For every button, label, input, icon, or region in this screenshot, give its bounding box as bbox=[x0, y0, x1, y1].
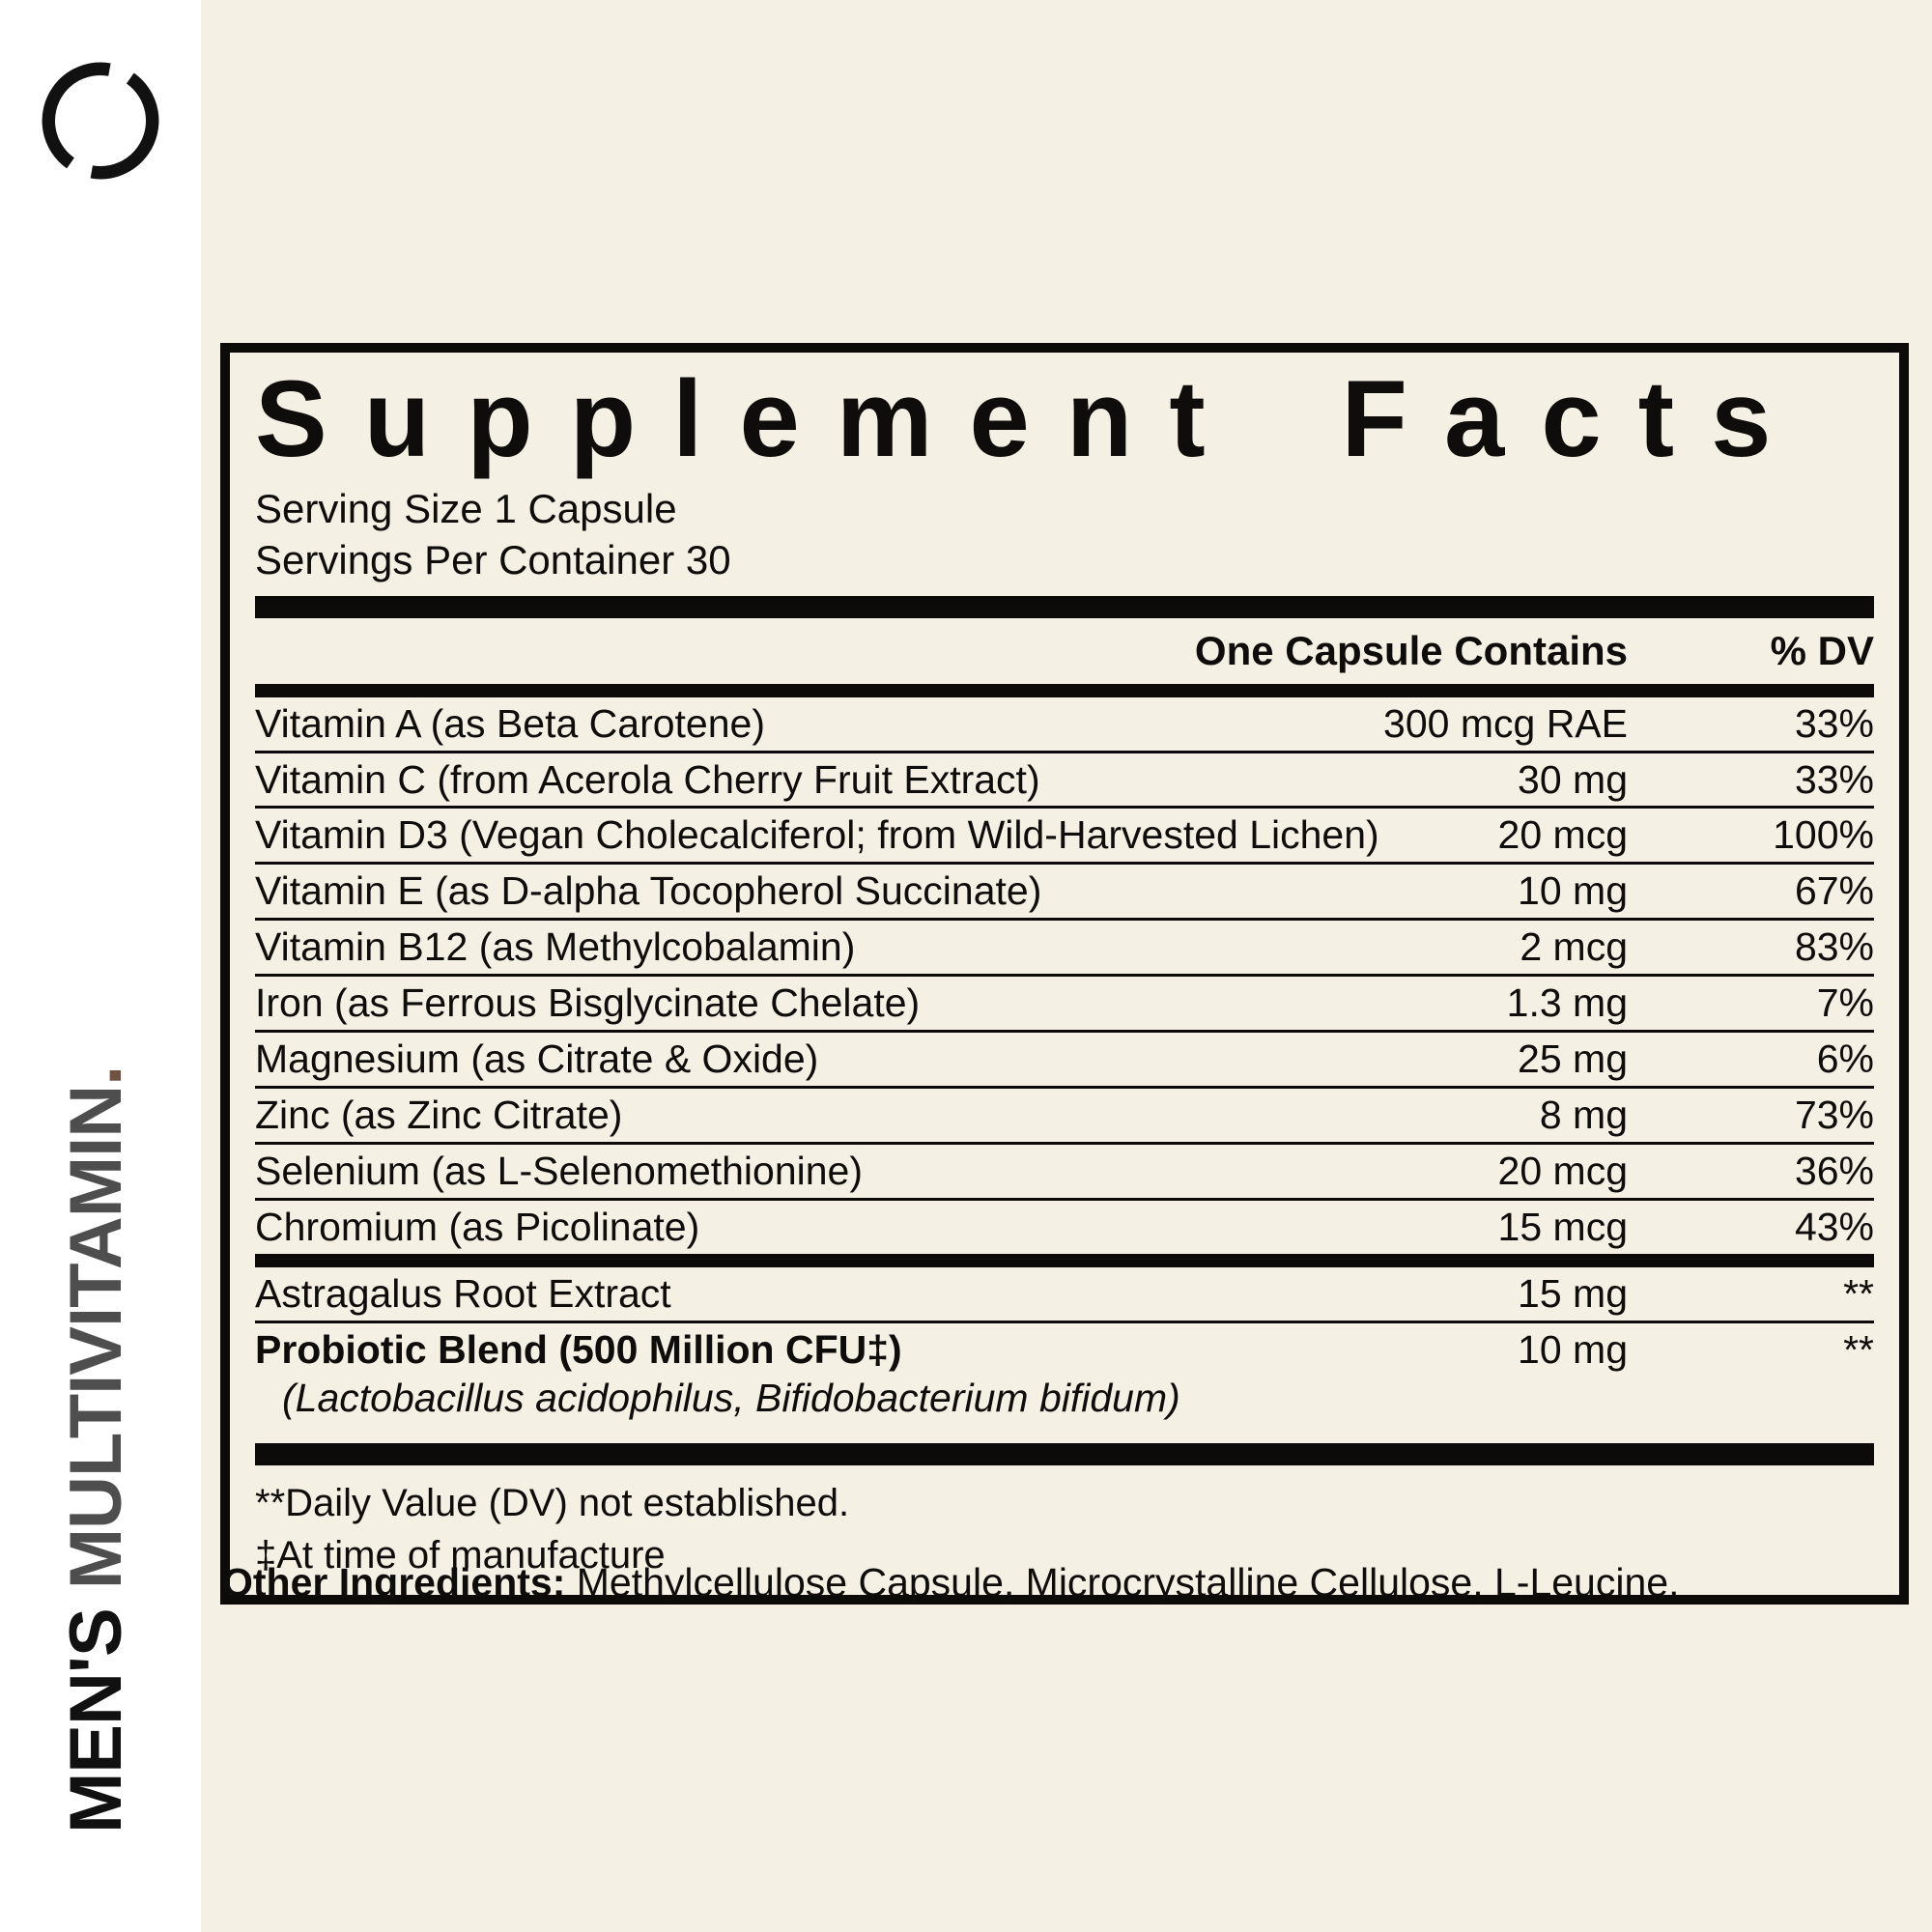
nutrient-row: Vitamin D3 (Vegan Cholecalciferol; from … bbox=[255, 809, 1874, 866]
nutrient-name: Vitamin C (from Acerola Cherry Fruit Ext… bbox=[255, 756, 1040, 802]
nutrient-row: Vitamin E (as D-alpha Tocopherol Succina… bbox=[255, 865, 1874, 922]
nutrient-row: Zinc (as Zinc Citrate) 8 mg 73% bbox=[255, 1089, 1874, 1145]
nutrient-dv: 100% bbox=[1773, 812, 1874, 858]
nutrient-name: Vitamin B12 (as Methylcobalamin) bbox=[255, 924, 856, 970]
product-type-text: MULTIVITAMIN bbox=[55, 1085, 137, 1590]
table-header-row: One Capsule Contains % DV bbox=[255, 618, 1874, 684]
nutrient-dv: 33% bbox=[1794, 700, 1874, 746]
nutrient-dv: 73% bbox=[1794, 1093, 1874, 1137]
nutrient-row: Iron (as Ferrous Bisglycinate Chelate) 1… bbox=[255, 977, 1874, 1034]
footnote-dv-not-established: **Daily Value (DV) not established. bbox=[255, 1482, 850, 1525]
divider-bar-top bbox=[255, 595, 1874, 618]
column-dv-header: % DV bbox=[1770, 627, 1874, 673]
other-ingredients: Other Ingredients: Methylcellulose Capsu… bbox=[222, 1559, 1909, 1606]
panel-title: Supplement Facts bbox=[255, 358, 1808, 479]
nutrient-amount: 2 mcg bbox=[1520, 924, 1628, 970]
nutrient-name: Iron (as Ferrous Bisglycinate Chelate) bbox=[255, 980, 921, 1026]
nutrient-dv: ** bbox=[1843, 1326, 1874, 1372]
nutrient-dv: 6% bbox=[1816, 1037, 1874, 1082]
nutrient-name: Vitamin D3 (Vegan Cholecalciferol; from … bbox=[255, 812, 1379, 858]
nutrient-rows: Vitamin A (as Beta Carotene) 300 mcg RAE… bbox=[255, 697, 1874, 1254]
nutrient-dv: 67% bbox=[1794, 868, 1874, 914]
serving-size: Serving Size 1 Capsule bbox=[255, 485, 677, 531]
nutrient-name: Vitamin E (as D-alpha Tocopherol Succina… bbox=[255, 868, 1042, 914]
nutrient-amount: 15 mcg bbox=[1497, 1204, 1628, 1249]
divider-bar-bottom bbox=[255, 1443, 1874, 1466]
nutrient-row: Chromium (as Picolinate) 15 mcg 43% bbox=[255, 1201, 1874, 1254]
nutrient-amount: 1.3 mg bbox=[1506, 980, 1628, 1026]
nutrient-amount: 20 mcg bbox=[1497, 1148, 1628, 1193]
nutrient-name: Magnesium (as Citrate & Oxide) bbox=[255, 1037, 819, 1082]
nutrient-amount: 300 mcg RAE bbox=[1383, 700, 1628, 746]
nutrient-amount: 20 mcg bbox=[1497, 812, 1628, 858]
nutrient-row: Selenium (as L-Selenomethionine) 20 mcg … bbox=[255, 1145, 1874, 1201]
nutrient-row: Probiotic Blend (500 Million CFU‡) (Lacto… bbox=[255, 1323, 1874, 1431]
brand-period: . bbox=[55, 1065, 137, 1086]
product-line-text: MEN'S bbox=[55, 1608, 137, 1833]
nutrient-dv: ** bbox=[1843, 1270, 1874, 1316]
nutrient-amount: 30 mg bbox=[1518, 756, 1628, 802]
nutrient-row: Vitamin A (as Beta Carotene) 300 mcg RAE… bbox=[255, 697, 1874, 753]
botanical-rows: Astragalus Root Extract 15 mg ** Probiot… bbox=[255, 1267, 1874, 1431]
divider-bar-section bbox=[255, 1253, 1874, 1267]
servings-per-container: Servings Per Container 30 bbox=[255, 536, 731, 582]
sidebar: MEN'S MULTIVITAMIN. bbox=[0, 0, 201, 1932]
nutrient-dv: 43% bbox=[1794, 1204, 1874, 1249]
product-name-vertical: MEN'S MULTIVITAMIN. bbox=[55, 1066, 137, 1833]
nutrient-dv: 36% bbox=[1794, 1148, 1874, 1193]
footnote-time-of-manufacture: ‡At time of manufacture bbox=[255, 1534, 666, 1577]
nutrient-name: Probiotic Blend (500 Million CFU‡) (Lacto… bbox=[255, 1327, 1518, 1427]
nutrient-name: Chromium (as Picolinate) bbox=[255, 1204, 700, 1249]
other-ingredients-text: Methylcellulose Capsule, Microcrystallin… bbox=[576, 1560, 1680, 1605]
column-amount-header: One Capsule Contains bbox=[1194, 627, 1628, 673]
nutrient-dv: 7% bbox=[1816, 980, 1874, 1026]
nutrient-amount: 8 mg bbox=[1539, 1093, 1628, 1137]
divider-bar-header bbox=[255, 683, 1874, 697]
nutrient-amount: 15 mg bbox=[1518, 1270, 1628, 1316]
nutrient-row: Vitamin C (from Acerola Cherry Fruit Ext… bbox=[255, 753, 1874, 810]
nutrient-name: Zinc (as Zinc Citrate) bbox=[255, 1093, 623, 1137]
nutrient-row: Astragalus Root Extract 15 mg ** bbox=[255, 1267, 1874, 1323]
nutrient-amount: 25 mg bbox=[1518, 1037, 1628, 1082]
other-ingredients-label: Other Ingredients: bbox=[222, 1560, 566, 1605]
nutrient-name: Vitamin A (as Beta Carotene) bbox=[255, 700, 765, 746]
supplement-facts-panel: Supplement Facts Serving Size 1 Capsule … bbox=[220, 343, 1909, 1605]
nutrient-subtext: (Lactobacillus acidophilus, Bifidobacter… bbox=[282, 1375, 1180, 1420]
nutrient-dv: 83% bbox=[1794, 924, 1874, 970]
nutrient-row: Magnesium (as Citrate & Oxide) 25 mg 6% bbox=[255, 1033, 1874, 1089]
brand-logo-icon bbox=[42, 62, 159, 180]
nutrient-amount: 10 mg bbox=[1518, 1326, 1628, 1372]
nutrient-row: Vitamin B12 (as Methylcobalamin) 2 mcg 8… bbox=[255, 921, 1874, 978]
nutrient-name: Selenium (as L-Selenomethionine) bbox=[255, 1148, 864, 1193]
nutrient-amount: 10 mg bbox=[1518, 868, 1628, 914]
nutrient-name: Astragalus Root Extract bbox=[255, 1270, 671, 1316]
nutrient-dv: 33% bbox=[1794, 756, 1874, 802]
